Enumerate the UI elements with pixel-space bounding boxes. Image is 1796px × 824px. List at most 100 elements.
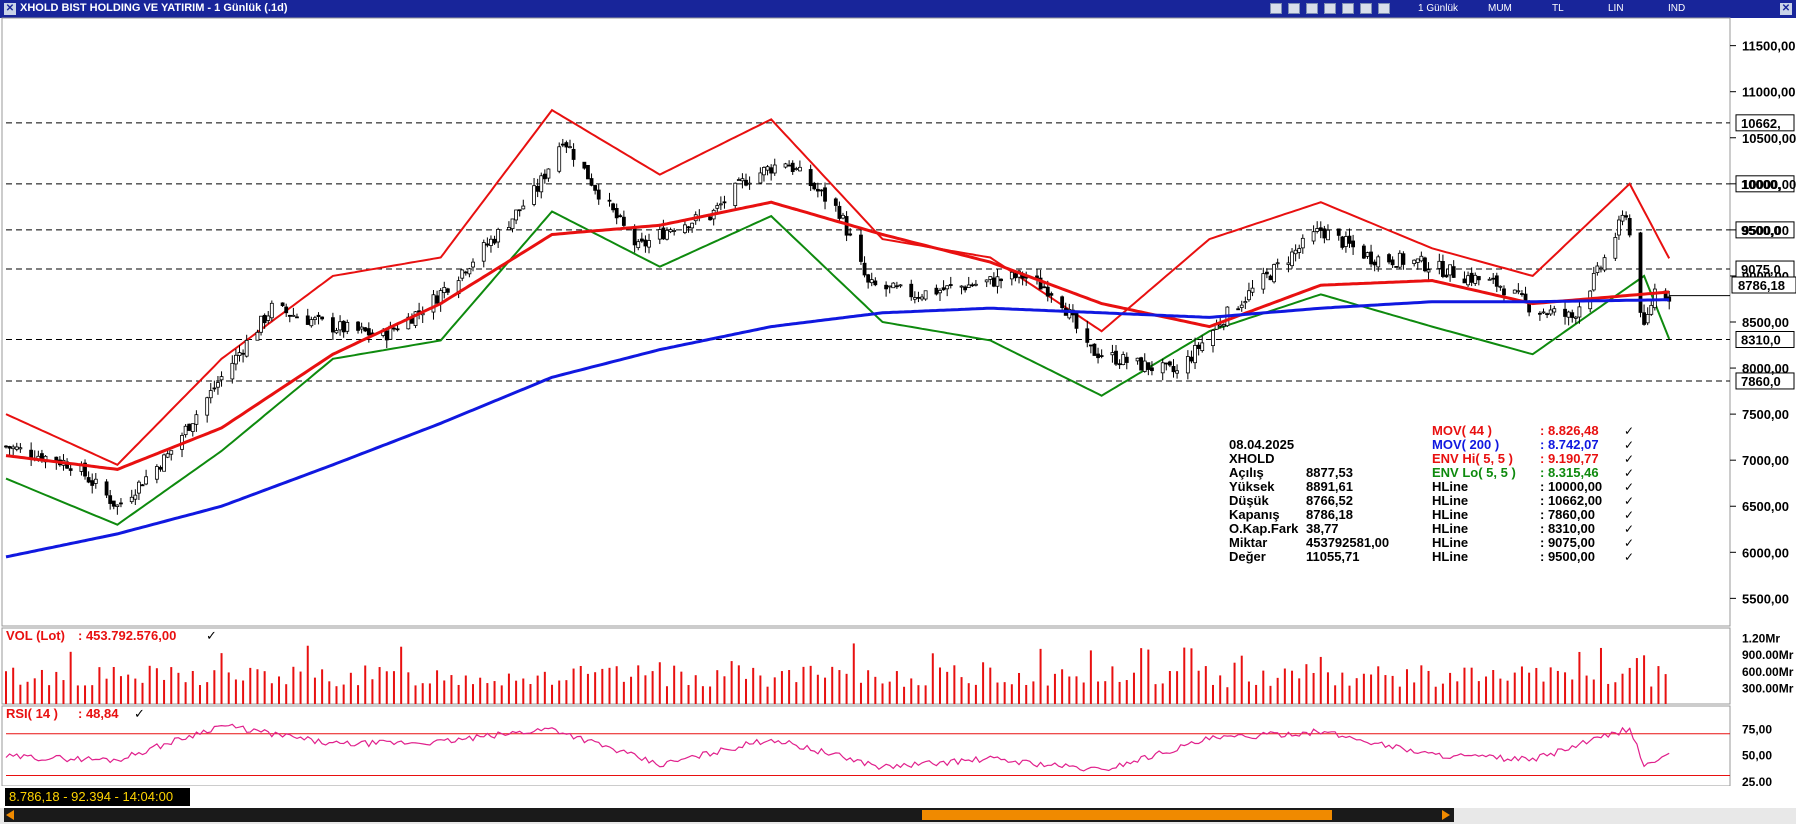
volume-bar [263, 671, 266, 704]
info-label: Yüksek [1229, 479, 1275, 494]
volume-bar [1477, 681, 1480, 704]
candle-body [1397, 252, 1402, 268]
candle-body [517, 209, 522, 212]
candle-body [205, 397, 210, 416]
volume-bar [579, 666, 582, 704]
volume-bar [881, 683, 884, 704]
candle-body [11, 446, 16, 450]
period-selector[interactable]: 1 Günlük [1418, 3, 1459, 14]
candle-body [158, 466, 163, 470]
candle-body [747, 182, 752, 185]
candle-body [1264, 271, 1269, 275]
print-icon[interactable] [1324, 3, 1337, 14]
candle-body [974, 283, 978, 286]
volume-bar [141, 682, 144, 704]
volume-bar [730, 661, 733, 704]
volume-bar [1427, 670, 1430, 704]
candle-body [1617, 219, 1621, 236]
volume-bar [1061, 669, 1064, 704]
legend-check-icon: ✓ [1624, 508, 1634, 522]
volume-bar [752, 667, 755, 704]
save-icon[interactable] [1306, 3, 1319, 14]
candle-body [1013, 273, 1018, 279]
volume-bar [292, 666, 295, 704]
candle-body [1189, 356, 1194, 362]
candle-body [772, 164, 777, 174]
candle-body [686, 226, 691, 229]
volume-bar [414, 685, 417, 704]
candle-body [1523, 293, 1528, 302]
volume-bar [76, 685, 79, 704]
scroll-right-icon[interactable] [1442, 810, 1450, 820]
volume-bar [69, 651, 72, 704]
volume-bar [1614, 682, 1617, 704]
candle-type-selector[interactable]: MUM [1488, 3, 1512, 14]
volume-bar [328, 681, 331, 704]
candle-body [668, 229, 673, 233]
chart-tool-icon[interactable] [1270, 3, 1282, 14]
candle-body [560, 143, 565, 146]
candle-body [1150, 367, 1154, 372]
candle-body [1365, 252, 1370, 257]
candle-body [564, 142, 569, 148]
volume-bar [1132, 672, 1135, 704]
candle-body [1566, 311, 1571, 318]
scale-selector[interactable]: LIN [1608, 3, 1624, 14]
candle-body [1045, 286, 1050, 297]
volume-bar [1068, 676, 1071, 704]
scroll-thumb[interactable] [922, 810, 1332, 820]
legend-check-icon: ✓ [1624, 494, 1634, 508]
volume-bar [1585, 675, 1588, 704]
price-tick-label: 10000,00 [1742, 177, 1796, 192]
candle-body [492, 238, 497, 244]
volume-bar [256, 669, 259, 704]
candle-body [539, 175, 544, 193]
candle-body [18, 447, 23, 450]
zoom-in-icon[interactable] [1342, 3, 1355, 14]
info-label: Kapanış [1229, 507, 1280, 522]
price-tick-label: 11500,00 [1742, 39, 1796, 54]
candle-body [848, 233, 853, 236]
candle-body [1085, 328, 1090, 343]
system-menu-icon[interactable]: ✕ [4, 3, 16, 15]
candle-body [366, 328, 371, 336]
currency-selector[interactable]: TL [1552, 3, 1564, 14]
info-label: Değer [1229, 549, 1266, 564]
candle-body [194, 414, 199, 425]
candle-body [1347, 235, 1352, 244]
volume-bar [98, 667, 101, 704]
info-date: 08.04.2025 [1229, 437, 1294, 452]
indicator-selector[interactable]: IND [1668, 3, 1686, 14]
volume-bar [1219, 675, 1222, 704]
volume-bar [1111, 666, 1114, 704]
candle-body [920, 296, 924, 300]
volume-bar [996, 682, 999, 704]
toolbar-icons [1270, 3, 1393, 15]
scroll-left-icon[interactable] [6, 810, 14, 820]
volume-bar [1118, 681, 1121, 704]
candle-body [266, 315, 271, 321]
volume-bar [1535, 667, 1538, 704]
rsi-check-icon[interactable]: ✓ [134, 706, 145, 721]
volume-bar [737, 665, 740, 704]
refresh-icon[interactable] [1378, 3, 1391, 14]
close-icon[interactable]: ✕ [1780, 3, 1792, 15]
candle-body [1272, 264, 1276, 283]
candle-body [1451, 266, 1456, 278]
hline-tag-box [1735, 114, 1795, 132]
volume-bar [773, 677, 776, 704]
volume-bars [5, 643, 1667, 704]
candle-body [708, 216, 712, 221]
volume-bar [1334, 685, 1337, 704]
zoom-out-icon[interactable] [1360, 3, 1373, 14]
price-tick-label: 10500,00 [1742, 131, 1796, 146]
chart-scrollbar[interactable] [0, 808, 1796, 824]
candle-body [873, 280, 878, 286]
volume-bar [716, 670, 719, 704]
legend-check-icon: ✓ [1624, 424, 1634, 438]
candle-body [797, 166, 802, 172]
candle-body [1412, 259, 1417, 264]
volume-check-icon[interactable]: ✓ [206, 628, 217, 643]
draw-tool-icon[interactable] [1288, 3, 1301, 14]
